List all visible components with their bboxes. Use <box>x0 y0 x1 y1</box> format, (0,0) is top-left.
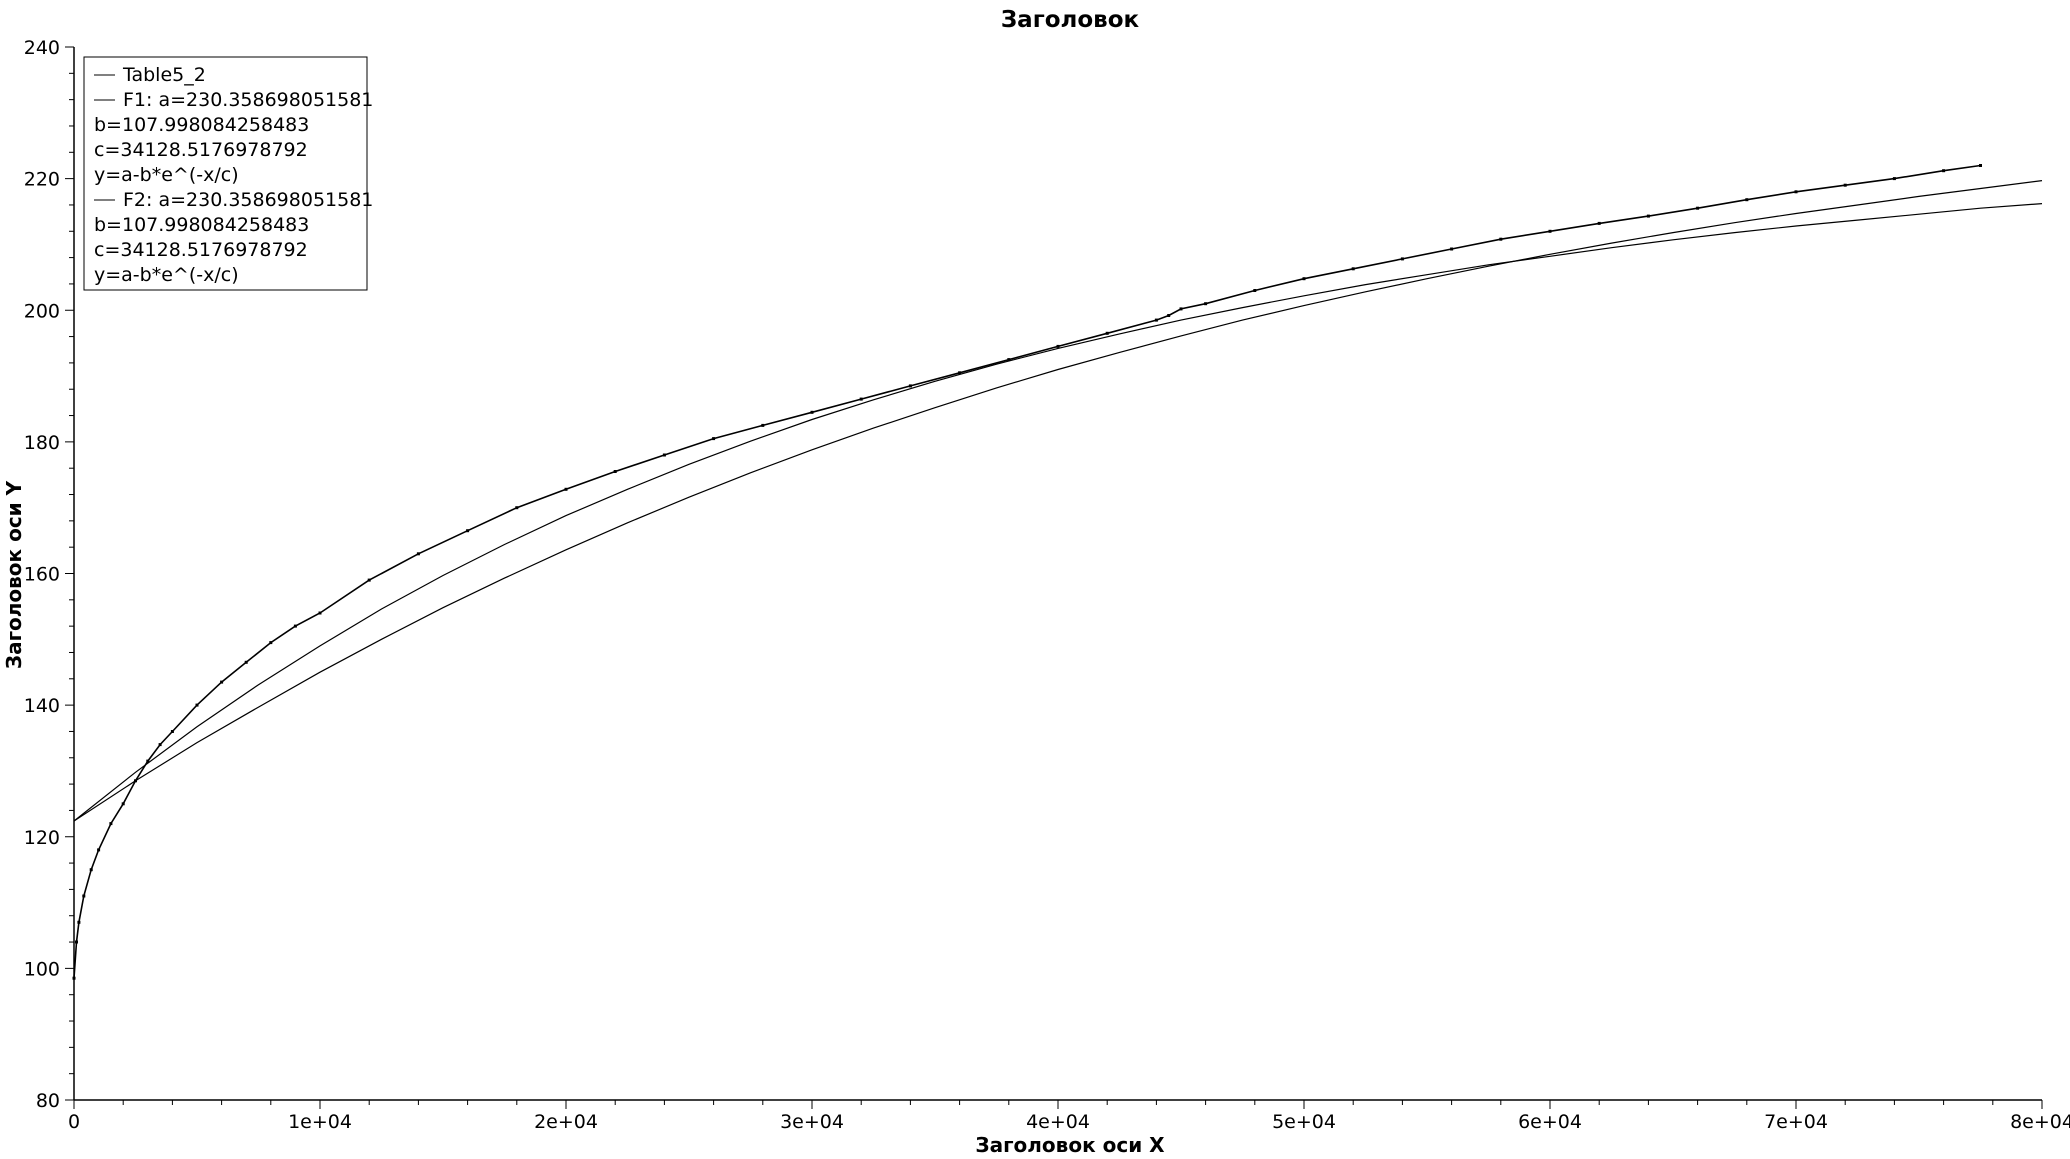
y-tick-label: 100 <box>24 958 60 980</box>
x-axis-label: Заголовок оси X <box>975 1133 1165 1157</box>
series-point <box>77 920 81 924</box>
series-point <box>712 437 716 441</box>
legend-entry-text: b=107.998084258483 <box>94 114 309 136</box>
series-point <box>1167 314 1171 317</box>
legend-entry-text: F2: a=230.358698051581 <box>123 189 373 211</box>
series-point <box>97 848 101 852</box>
legend-box <box>83 56 368 291</box>
legend-entries: Table5_2 F1: a=230.358698051581 b=107.9980… <box>94 64 373 286</box>
series-point <box>1548 229 1552 233</box>
series-point <box>1179 307 1183 311</box>
series-point <box>367 578 371 582</box>
series-point <box>1105 331 1109 335</box>
series-point <box>244 660 248 664</box>
series-point <box>1253 289 1257 292</box>
series-point <box>662 453 666 457</box>
legend-entry-text: y=a-b*e^(-x/c) <box>94 264 239 286</box>
series-point <box>1351 267 1355 271</box>
y-tick-label: 140 <box>24 695 60 717</box>
series-point <box>121 802 125 806</box>
y-tick-label: 180 <box>24 432 60 454</box>
series-point <box>220 680 224 684</box>
series-point <box>564 487 568 491</box>
series-point <box>1154 318 1158 322</box>
legend-entry-text: c=34128.5176978792 <box>94 239 308 261</box>
series-point <box>170 730 174 733</box>
x-tick-label: 3e+04 <box>780 1111 844 1133</box>
y-axis-label: Заголовок оси Y <box>2 480 26 669</box>
series-point <box>1979 164 1982 167</box>
x-tick-label: 8e+04 <box>2010 1111 2070 1133</box>
series-point <box>1302 277 1306 281</box>
series-point <box>1597 221 1601 225</box>
legend-entry-text: y=a-b*e^(-x/c) <box>94 164 239 186</box>
series-point <box>82 894 86 898</box>
series-point <box>1892 177 1896 181</box>
series-point <box>269 641 273 645</box>
legend-entry-text: F1: a=230.358698051581 <box>123 89 373 111</box>
series-layer <box>72 164 2043 980</box>
series-point <box>1843 183 1847 187</box>
series-point <box>1696 206 1700 210</box>
series-point <box>72 976 76 980</box>
series-point <box>761 423 765 427</box>
series-point <box>1204 302 1208 306</box>
series-point <box>1794 190 1798 194</box>
series-point <box>515 506 519 510</box>
chart-title: Заголовок <box>1001 7 1140 33</box>
series-point <box>1056 344 1060 348</box>
series-point <box>859 397 863 401</box>
series-point <box>613 470 617 473</box>
series-point <box>1450 247 1454 251</box>
series-point <box>195 703 199 707</box>
x-tick-label: 6e+04 <box>1518 1111 1582 1133</box>
legend-entry-text: b=107.998084258483 <box>94 214 309 236</box>
x-tick-label: 7e+04 <box>1764 1111 1828 1133</box>
series-point <box>89 868 93 872</box>
legend-entry-text: Table5_2 <box>122 64 206 86</box>
y-tick-label: 120 <box>24 827 60 849</box>
y-tick-label: 80 <box>36 1090 60 1112</box>
series-point <box>146 759 150 763</box>
y-tick-label: 160 <box>24 564 60 586</box>
series-point <box>1942 169 1946 173</box>
series-point <box>416 552 420 556</box>
x-tick-label: 2e+04 <box>534 1111 598 1133</box>
series-point <box>810 410 814 414</box>
series-line-2 <box>73 203 2043 822</box>
x-tick-label: 5e+04 <box>1272 1111 1336 1133</box>
series-point <box>109 822 113 826</box>
series-point <box>1400 257 1404 261</box>
series-point <box>318 611 322 615</box>
y-axis-ticks: 80 100 120 140 160 180 200 220 240 <box>24 37 74 1112</box>
x-tick-label: 4e+04 <box>1026 1111 1090 1133</box>
series-point <box>1646 214 1650 218</box>
series-point <box>158 743 162 747</box>
series-point <box>466 529 470 533</box>
series-point <box>293 624 297 628</box>
plot-area: 0 1e+04 2e+04 3e+04 4e+04 5e+04 6e+04 7e+04 8e+0… <box>24 37 2070 1133</box>
series-point <box>1499 237 1503 241</box>
legend: Table5_2 F1: a=230.358698051581 b=107.9980… <box>83 56 373 291</box>
series-line-3 <box>73 180 2043 822</box>
y-tick-label: 200 <box>24 300 60 322</box>
series-point <box>1745 198 1749 202</box>
series-point <box>958 371 962 375</box>
legend-entry-text: c=34128.5176978792 <box>94 139 308 161</box>
x-tick-label: 1e+04 <box>288 1111 352 1133</box>
series-point <box>1007 358 1011 362</box>
x-axis-ticks: 0 1e+04 2e+04 3e+04 4e+04 5e+04 6e+04 7e+04 8e+0… <box>68 1100 2070 1133</box>
y-tick-label: 220 <box>24 169 60 191</box>
x-tick-label: 0 <box>68 1111 80 1133</box>
y-tick-label: 240 <box>24 37 60 59</box>
series-point <box>75 940 78 944</box>
series-point <box>908 384 912 388</box>
